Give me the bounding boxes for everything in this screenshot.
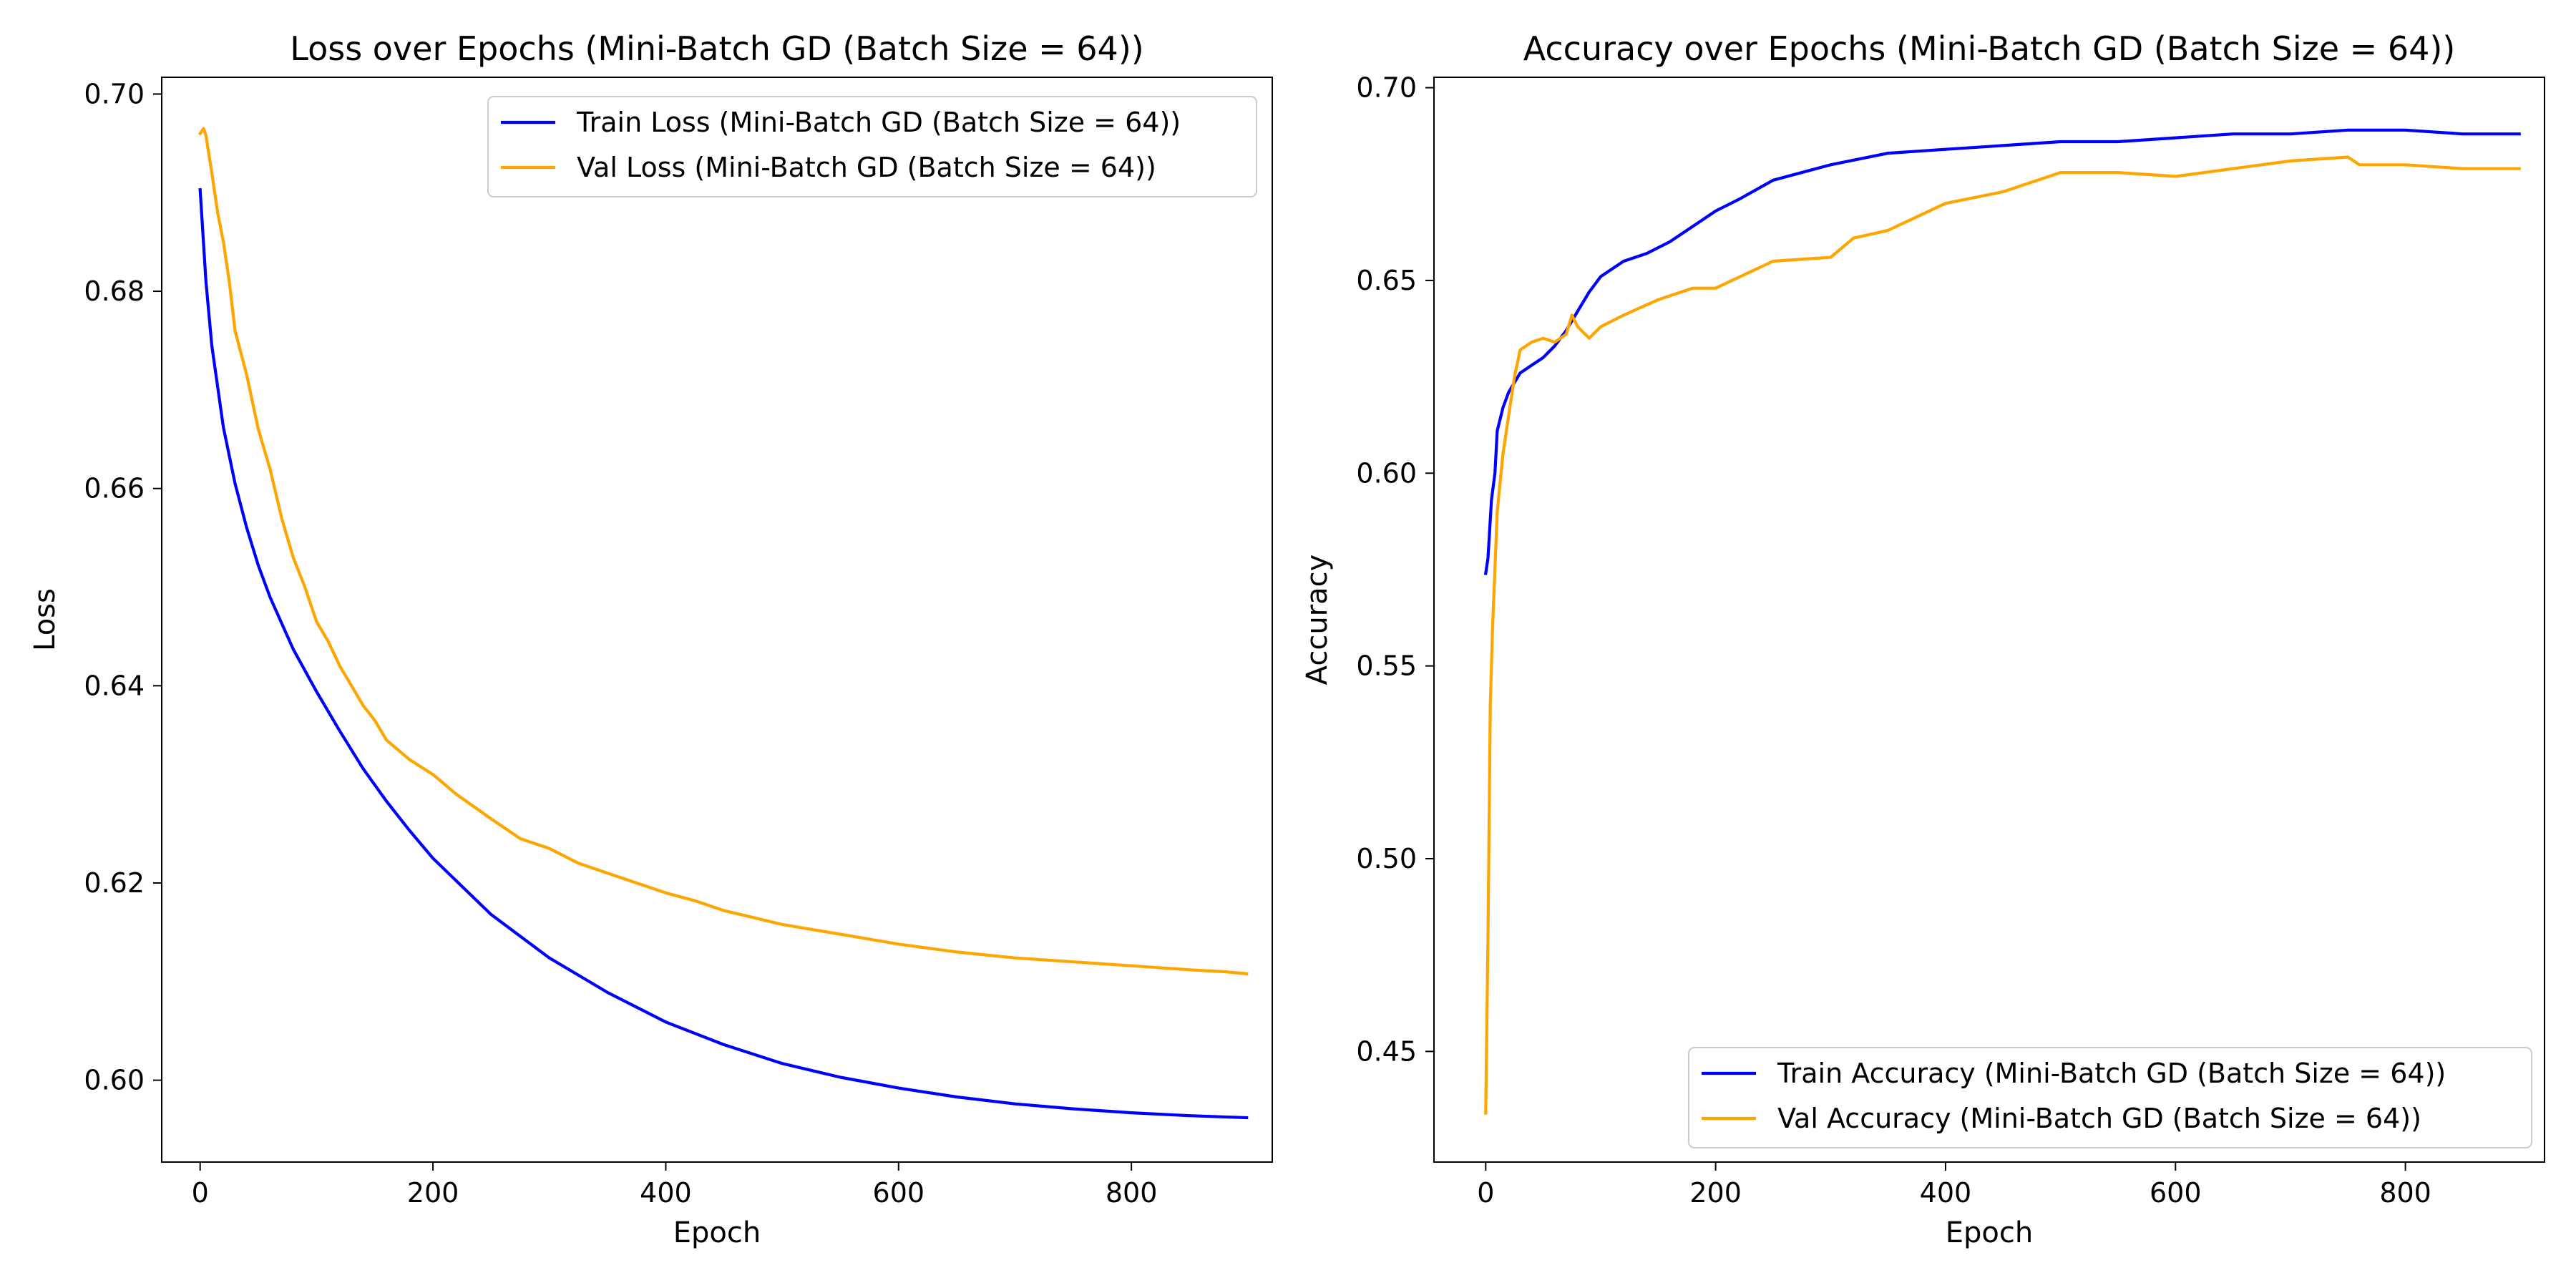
x-tick-label: 400 — [640, 1177, 692, 1209]
chart-title: Accuracy over Epochs (Mini-Batch GD (Bat… — [1523, 29, 2456, 68]
y-tick-label: 0.60 — [1356, 457, 1417, 489]
y-tick-label: 0.50 — [1356, 843, 1417, 874]
val-series-line — [197, 127, 1249, 976]
x-tick-label: 600 — [2150, 1177, 2202, 1209]
x-tick-label: 800 — [2379, 1177, 2431, 1209]
chart-title: Loss over Epochs (Mini-Batch GD (Batch S… — [290, 29, 1143, 68]
plot-frame — [1433, 77, 2545, 1163]
loss-chart: 0 200 400 600 800 0.60 0.62 0.64 0.66 0.68 0.70 Los… — [29, 29, 1273, 1249]
y-tick-label: 0.70 — [1356, 72, 1417, 104]
y-tick-label: 0.65 — [1356, 265, 1417, 296]
train-series-line — [1483, 128, 2521, 575]
y-tick-label: 0.64 — [84, 670, 145, 701]
val-legend-label: Val Accuracy (Mini-Batch GD (Batch Size … — [1777, 1103, 2421, 1134]
y-tick-label: 0.55 — [1356, 650, 1417, 682]
y-tick-label: 0.62 — [84, 867, 145, 899]
legend-box — [487, 96, 1257, 197]
x-tick-label: 800 — [1106, 1177, 1158, 1209]
accuracy-chart: 0 200 400 600 800 0.45 0.50 0.55 0.60 0.65 0.70 Acc… — [1301, 29, 2545, 1249]
train-series-line — [198, 187, 1249, 1120]
legend: Train Accuracy (Mini-Batch GD (Batch Siz… — [1688, 1047, 2532, 1148]
x-tick-label: 200 — [1689, 1177, 1742, 1209]
legend: Train Loss (Mini-Batch GD (Batch Size = … — [487, 96, 1257, 197]
x-axis-label: Epoch — [1946, 1216, 2033, 1249]
x-tick-label: 400 — [1920, 1177, 1972, 1209]
x-tick-label: 200 — [407, 1177, 459, 1209]
train-legend-label: Train Loss (Mini-Batch GD (Batch Size = … — [576, 107, 1181, 138]
y-tick-label: 0.68 — [84, 275, 145, 307]
x-axis-label: Epoch — [673, 1216, 761, 1249]
y-tick-label: 0.66 — [84, 473, 145, 504]
x-tick-label: 0 — [1477, 1177, 1494, 1209]
x-tick-label: 600 — [873, 1177, 925, 1209]
y-axis-label: Loss — [29, 588, 62, 651]
legend-box — [1688, 1047, 2532, 1148]
val-series-line — [1484, 155, 2521, 1115]
val-legend-label: Val Loss (Mini-Batch GD (Batch Size = 64… — [577, 152, 1156, 183]
y-axis-label: Accuracy — [1301, 555, 1334, 686]
train-legend-label: Train Accuracy (Mini-Batch GD (Batch Siz… — [1777, 1058, 2446, 1089]
x-tick-label: 0 — [192, 1177, 209, 1209]
y-tick-label: 0.60 — [84, 1065, 145, 1096]
y-tick-label: 0.45 — [1356, 1035, 1417, 1067]
plot-frame — [161, 77, 1273, 1163]
y-tick-label: 0.70 — [84, 78, 145, 109]
